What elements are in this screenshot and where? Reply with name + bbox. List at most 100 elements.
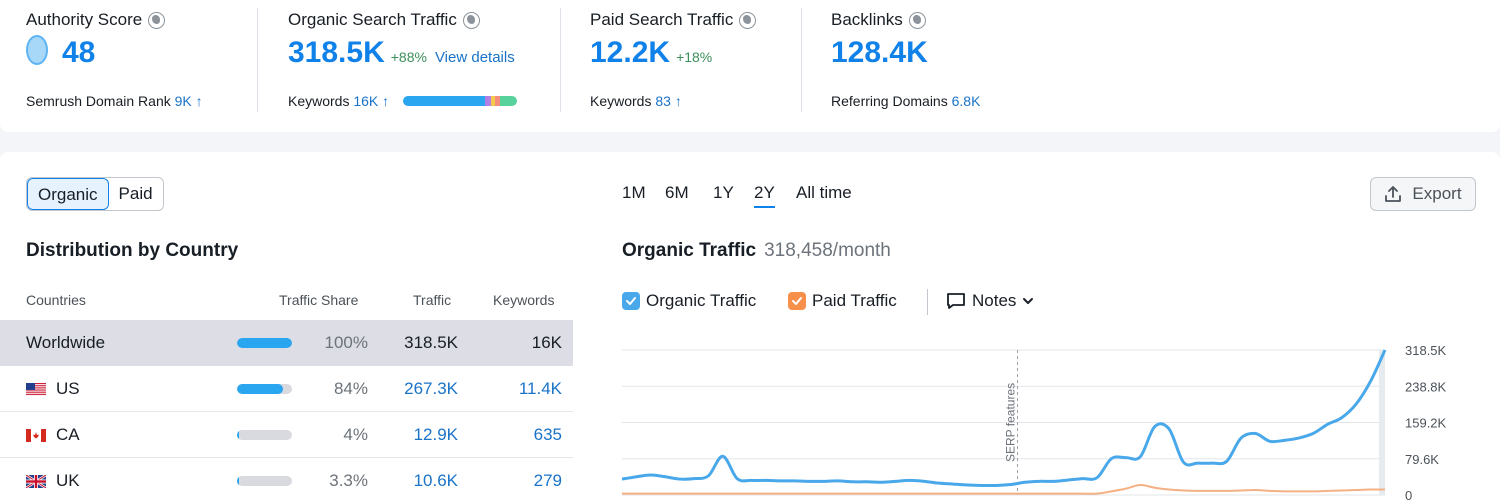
y-tick-label: 0 bbox=[1405, 488, 1412, 500]
traffic-share-fill bbox=[237, 384, 284, 394]
table-row[interactable]: US 84% 267.3K 11.4K bbox=[0, 366, 573, 412]
header-countries: Countries bbox=[26, 292, 86, 308]
authority-score-value[interactable]: 48 bbox=[62, 36, 96, 69]
chart-title: Organic Traffic 318,458/month bbox=[622, 240, 891, 262]
country-name[interactable]: CA bbox=[56, 425, 80, 444]
us-flag-icon bbox=[26, 383, 46, 396]
range-1m[interactable]: 1M bbox=[622, 183, 646, 202]
organic-traffic-chart[interactable]: 318.5K 238.8K 159.2K 79.6K 0 SERP features bbox=[600, 335, 1480, 500]
traffic-value[interactable]: 10.6K bbox=[413, 471, 458, 490]
export-button[interactable]: Export bbox=[1370, 177, 1476, 211]
traffic-share-value: 84% bbox=[333, 379, 368, 398]
backlinks-metric: Backlinks 128.4K Referring Domains 6.8K bbox=[831, 0, 1061, 132]
country-name: Worldwide bbox=[26, 333, 106, 352]
uk-flag-icon bbox=[25, 473, 47, 490]
arrow-up-icon: ↑ bbox=[382, 93, 390, 109]
legend-organic-label: Organic Traffic bbox=[646, 291, 757, 310]
view-details-link[interactable]: View details bbox=[434, 49, 515, 66]
legend-paid[interactable]: Paid Traffic bbox=[788, 291, 897, 311]
y-tick-label: 318.5K bbox=[1405, 343, 1447, 358]
domain-rank: Semrush Domain Rank 9K ↑ bbox=[26, 93, 203, 109]
referring-domains: Referring Domains 6.8K bbox=[831, 93, 980, 109]
header-traffic-share[interactable]: Traffic Share bbox=[279, 292, 359, 308]
legend-paid-label: Paid Traffic bbox=[812, 291, 897, 310]
paid-keywords: Keywords 83 ↑ bbox=[590, 93, 682, 109]
organic-traffic-delta: +88% bbox=[390, 49, 427, 65]
paid-traffic-metric: Paid Search Traffic 12.2K +18% Keywords 8… bbox=[590, 0, 800, 132]
country-name[interactable]: UK bbox=[56, 471, 80, 490]
arrow-up-icon: ↑ bbox=[674, 93, 682, 109]
traffic-share-fill bbox=[237, 338, 292, 348]
overview-metrics-card: Authority Score 48 Semrush Domain Rank 9… bbox=[0, 0, 1500, 132]
range-1y[interactable]: 1Y bbox=[713, 183, 734, 202]
authority-score-metric: Authority Score 48 Semrush Domain Rank 9… bbox=[26, 0, 256, 132]
globe-icon[interactable] bbox=[148, 11, 166, 29]
traffic-value: 318.5K bbox=[404, 333, 458, 352]
chart-title-text: Organic Traffic bbox=[622, 240, 757, 261]
chevron-down-icon bbox=[1023, 298, 1034, 304]
paid-traffic-value[interactable]: 12.2K bbox=[590, 36, 671, 69]
range-6m[interactable]: 6M bbox=[665, 183, 689, 202]
traffic-value[interactable]: 267.3K bbox=[404, 379, 458, 398]
serp-annotation-label: SERP features bbox=[1004, 383, 1018, 462]
globe-icon[interactable] bbox=[908, 11, 926, 29]
referring-domains-label: Referring Domains bbox=[831, 93, 948, 109]
referring-domains-value[interactable]: 6.8K bbox=[951, 93, 981, 109]
legend-organic[interactable]: Organic Traffic bbox=[622, 291, 756, 311]
traffic-share-bar bbox=[237, 476, 292, 486]
organic-traffic-title: Organic Search Traffic bbox=[288, 10, 457, 29]
metric-divider bbox=[560, 8, 561, 112]
organic-keywords-value[interactable]: 16K bbox=[353, 93, 379, 109]
globe-icon[interactable] bbox=[739, 11, 757, 29]
toggle-organic[interactable]: Organic bbox=[27, 178, 109, 210]
arrow-up-icon: ↑ bbox=[195, 93, 203, 109]
traffic-share-bar bbox=[237, 430, 292, 440]
table-row[interactable]: CA 4% 12.9K 635 bbox=[0, 412, 573, 458]
keyword-intent-bar[interactable] bbox=[403, 96, 518, 107]
export-label: Export bbox=[1412, 184, 1462, 203]
notes-label: Notes bbox=[972, 291, 1017, 310]
keyword-intent-segment bbox=[495, 96, 500, 107]
organic-keywords-label: Keywords bbox=[288, 93, 350, 109]
keywords-value: 16K bbox=[531, 333, 562, 352]
traffic-share-fill bbox=[237, 476, 239, 486]
organic-traffic-value[interactable]: 318.5K bbox=[288, 36, 385, 69]
checkbox-checked-icon[interactable] bbox=[788, 292, 806, 310]
authority-gauge-icon bbox=[26, 35, 48, 66]
traffic-value[interactable]: 12.9K bbox=[413, 425, 458, 444]
header-traffic[interactable]: Traffic bbox=[413, 292, 452, 308]
backlinks-value[interactable]: 128.4K bbox=[831, 36, 928, 69]
distribution-title: Distribution by Country bbox=[26, 240, 239, 261]
keywords-value[interactable]: 11.4K bbox=[518, 379, 562, 398]
authority-score-title: Authority Score bbox=[26, 10, 143, 29]
backlinks-title: Backlinks bbox=[831, 10, 903, 29]
globe-icon[interactable] bbox=[462, 11, 480, 29]
range-2y[interactable]: 2Y bbox=[754, 183, 775, 208]
upload-icon bbox=[1385, 186, 1402, 202]
table-row[interactable]: UK 3.3% 10.6K 279 bbox=[0, 458, 573, 500]
metric-divider bbox=[801, 8, 802, 112]
traffic-share-value: 4% bbox=[343, 425, 368, 444]
country-name[interactable]: US bbox=[56, 379, 80, 398]
organic-traffic-metric: Organic Search Traffic 318.5K +88% View de… bbox=[288, 0, 558, 132]
authority-score-value-wrap: 48 bbox=[26, 35, 96, 70]
paid-keywords-value[interactable]: 83 bbox=[655, 93, 671, 109]
keywords-value[interactable]: 279 bbox=[533, 471, 562, 490]
header-keywords[interactable]: Keywords bbox=[493, 292, 555, 308]
table-row[interactable]: Worldwide 100% 318.5K 16K bbox=[0, 320, 573, 366]
toggle-paid[interactable]: Paid bbox=[118, 184, 153, 203]
keyword-intent-segment bbox=[499, 96, 518, 107]
organic-traffic-line[interactable] bbox=[621, 349, 1387, 488]
y-tick-label: 159.2K bbox=[1405, 416, 1447, 431]
checkbox-checked-icon[interactable] bbox=[622, 292, 640, 310]
domain-rank-value[interactable]: 9K bbox=[174, 93, 192, 109]
y-tick-label: 238.8K bbox=[1405, 379, 1447, 394]
paid-traffic-title: Paid Search Traffic bbox=[590, 10, 734, 29]
notes-dropdown[interactable]: Notes bbox=[946, 291, 1034, 311]
traffic-share-value: 3.3% bbox=[329, 471, 368, 490]
range-all-time[interactable]: All time bbox=[796, 183, 852, 202]
traffic-share-bar bbox=[237, 338, 292, 348]
hover-band bbox=[1379, 350, 1385, 495]
paid-traffic-line[interactable] bbox=[621, 483, 1386, 495]
keywords-value[interactable]: 635 bbox=[533, 425, 562, 444]
